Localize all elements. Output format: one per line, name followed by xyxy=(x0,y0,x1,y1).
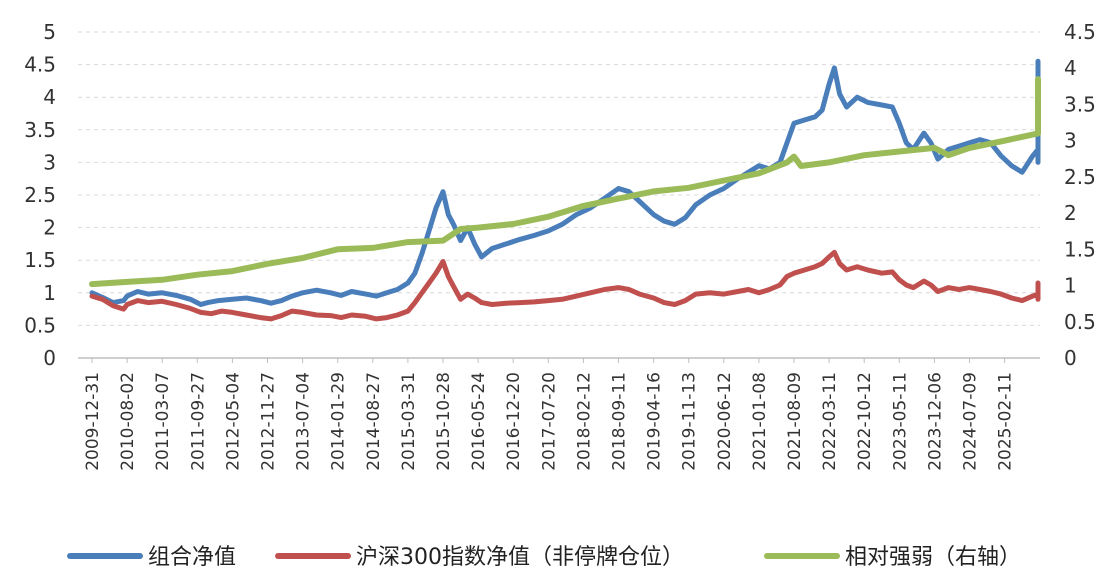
series-lines xyxy=(89,58,1041,322)
series-line-2 xyxy=(89,249,1041,322)
left-tick-label: 3.5 xyxy=(24,118,56,142)
x-tick-label: 2022-10-12 xyxy=(855,372,875,471)
right-tick-label: 3 xyxy=(1064,129,1077,153)
series-line-1 xyxy=(89,58,1041,307)
x-tick-label: 2009-12-31 xyxy=(83,372,103,471)
right-tick-label: 3.5 xyxy=(1064,92,1096,116)
x-tick-label: 2016-05-24 xyxy=(469,372,489,471)
right-tick-label: 4 xyxy=(1064,56,1077,80)
left-tick-label: 0 xyxy=(43,346,56,370)
x-tick-label: 2011-09-27 xyxy=(188,372,208,471)
x-tick-label: 2016-12-20 xyxy=(504,372,524,471)
right-tick-label: 1 xyxy=(1064,274,1077,298)
x-axis-ticks: 2009-12-31 2010-08-02 2011-03-07 2011-09-27… xyxy=(83,358,1016,471)
x-tick-label: 2012-11-27 xyxy=(259,372,279,471)
x-tick-label: 2022-03-11 xyxy=(820,372,840,471)
right-tick-label: 0 xyxy=(1064,346,1077,370)
right-tick-label: 4.5 xyxy=(1064,20,1096,44)
left-tick-label: 2.5 xyxy=(24,183,56,207)
x-tick-label: 2025-02-11 xyxy=(996,372,1016,471)
x-tick-label: 2023-12-06 xyxy=(925,372,945,471)
legend-label: 沪深300指数净值（非停牌仓位） xyxy=(356,545,684,570)
x-tick-label: 2011-03-07 xyxy=(153,372,173,471)
x-tick-label: 2024-07-09 xyxy=(961,372,981,471)
x-tick-label: 2021-08-09 xyxy=(785,372,805,471)
x-tick-label: 2018-02-12 xyxy=(574,372,594,471)
left-axis-ticks: 0 0.5 1 1.5 2 2.5 3 3.5 4 4.5 5 xyxy=(24,20,56,370)
right-tick-label: 1.5 xyxy=(1064,237,1096,261)
left-tick-label: 1 xyxy=(43,281,56,305)
gridlines xyxy=(78,31,1040,326)
x-tick-label: 2014-01-29 xyxy=(329,372,349,471)
x-tick-label: 2012-05-04 xyxy=(223,372,243,471)
series-line-3 xyxy=(89,76,1041,288)
left-tick-label: 2 xyxy=(43,216,56,240)
right-tick-label: 2 xyxy=(1064,201,1077,225)
right-tick-label: 2.5 xyxy=(1064,165,1096,189)
x-tick-label: 2015-10-28 xyxy=(434,372,454,471)
x-tick-label: 2018-09-11 xyxy=(610,372,630,471)
left-tick-label: 5 xyxy=(43,20,56,44)
left-tick-label: 4.5 xyxy=(24,53,56,77)
x-tick-label: 2023-05-11 xyxy=(890,372,910,471)
left-tick-label: 3 xyxy=(43,150,56,174)
x-tick-label: 2017-07-20 xyxy=(539,372,559,471)
x-tick-label: 2021-01-08 xyxy=(750,372,770,471)
legend-label: 组合净值 xyxy=(148,545,236,570)
left-tick-label: 0.5 xyxy=(24,313,56,337)
x-tick-label: 2019-04-16 xyxy=(645,372,665,471)
legend-label: 相对强弱（右轴） xyxy=(845,545,1021,570)
left-tick-label: 1.5 xyxy=(24,248,56,272)
x-tick-label: 2014-08-27 xyxy=(364,372,384,471)
right-tick-label: 0.5 xyxy=(1064,310,1096,334)
legend: 组合净值 沪深300指数净值（非停牌仓位） 相对强弱（右轴） xyxy=(67,545,1021,570)
x-tick-label: 2019-11-13 xyxy=(680,372,700,471)
right-axis-ticks: 0 0.5 1 1.5 2 2.5 3 3.5 4 4.5 xyxy=(1064,20,1096,370)
left-tick-label: 4 xyxy=(43,85,56,109)
x-tick-label: 2015-03-31 xyxy=(399,372,419,471)
x-tick-label: 2013-07-04 xyxy=(294,372,314,471)
x-tick-label: 2010-08-02 xyxy=(118,372,138,471)
x-tick-label: 2020-06-12 xyxy=(715,372,735,471)
